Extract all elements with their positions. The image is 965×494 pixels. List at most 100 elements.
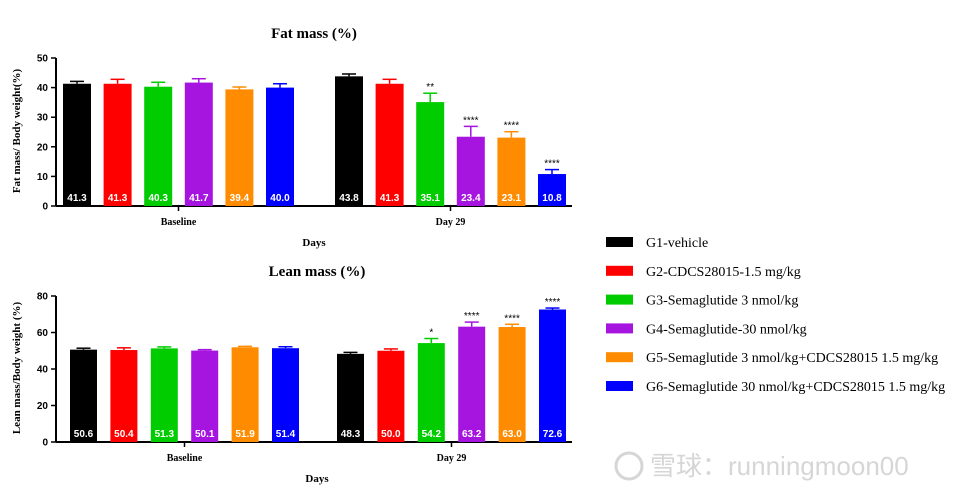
y-tick-label: 80	[37, 292, 49, 303]
lean-mass-chart: Lean mass (%) Lean mass/Body weight (%) …	[11, 264, 572, 485]
bar-value-label: 35.1	[420, 193, 440, 204]
bar-g2	[110, 350, 138, 442]
bar-g4	[191, 350, 219, 442]
y-tick-label: 20	[37, 142, 49, 153]
significance-label: *	[429, 328, 433, 339]
significance-label: ****	[504, 121, 520, 132]
y-axis-title: Fat mass/ Body weight(%)	[11, 68, 23, 193]
bar-value-label: 63.0	[502, 429, 522, 440]
bar-g6	[272, 348, 299, 442]
bar-value-label: 41.3	[67, 193, 87, 204]
watermark-text: 雪球：runningmoon00	[650, 451, 909, 481]
significance-label: ****	[544, 159, 560, 170]
bar-g3	[417, 343, 445, 442]
bar-g1	[70, 349, 97, 442]
bar-g5	[225, 89, 254, 206]
bar-g4	[184, 82, 213, 206]
x-axis-title: Days	[302, 237, 326, 249]
legend-label: G6-Semaglutide 30 nmol/kg+CDCS28015 1.5 …	[646, 380, 945, 395]
significance-label: ****	[545, 297, 561, 308]
y-tick-label: 0	[42, 438, 48, 449]
bar-value-label: 51.3	[155, 429, 175, 440]
y-axis-title: Lean mass/Body weight (%)	[11, 302, 23, 435]
bar-value-label: 41.7	[189, 193, 209, 204]
watermark: 雪球：runningmoon00	[614, 451, 909, 481]
y-tick-label: 20	[37, 401, 49, 412]
significance-label: ****	[504, 313, 520, 324]
bar-g1	[337, 353, 364, 442]
x-group-label: Day 29	[437, 453, 467, 464]
bar-value-label: 39.4	[230, 193, 250, 204]
fat-mass-chart: Fat mass (%) Fat mass/ Body weight(%) Da…	[11, 26, 572, 249]
bar-value-label: 50.1	[195, 429, 215, 440]
axes: 0 10 20 30 40 50 Baseline Day 29	[37, 54, 572, 228]
x-axis-title: Days	[305, 473, 329, 485]
bar-g6	[266, 87, 294, 206]
legend-swatch-g1	[606, 237, 633, 247]
bar-g2	[377, 350, 405, 442]
bar-value-label: 23.4	[461, 193, 481, 204]
bar-value-label: 43.8	[339, 193, 359, 204]
watermark-logo-icon	[614, 451, 644, 481]
y-tick-label: 50	[37, 54, 49, 65]
bars: 41.3 41.3 40.3 41.7 39.4 40.0 43.8 41.3 35.1 ** 23…	[63, 73, 566, 207]
y-tick-label: 0	[42, 202, 48, 213]
y-tick-label: 40	[37, 365, 49, 376]
bar-value-label: 50.0	[381, 429, 401, 440]
bar-g5	[231, 347, 259, 442]
bar-g6	[539, 309, 566, 442]
y-tick-label: 10	[37, 172, 49, 183]
legend-swatch-g6	[606, 381, 633, 391]
bar-g3	[416, 102, 445, 206]
bar-value-label: 72.6	[543, 429, 563, 440]
bar-g5	[498, 327, 526, 442]
bar-value-label: 50.4	[114, 429, 134, 440]
bar-g1	[63, 83, 91, 206]
significance-label: ****	[463, 115, 479, 126]
legend-label: G2-CDCS28015-1.5 mg/kg	[646, 265, 801, 280]
bar-g1	[335, 76, 363, 207]
significance-label: ****	[464, 311, 480, 322]
legend-label: G5-Semaglutide 3 nmol/kg+CDCS28015 1.5 m…	[646, 351, 938, 366]
bar-value-label: 40.0	[270, 193, 290, 204]
y-tick-label: 60	[37, 328, 49, 339]
bar-g2	[103, 83, 132, 206]
significance-label: **	[426, 82, 434, 93]
bar-value-label: 51.4	[276, 429, 296, 440]
bar-g3	[144, 86, 173, 206]
bar-g5	[497, 137, 526, 206]
bar-value-label: 40.3	[148, 193, 168, 204]
bar-value-label: 63.2	[462, 429, 482, 440]
legend-swatch-g2	[606, 265, 633, 276]
legend: G1-vehicle G2-CDCS28015-1.5 mg/kg G3-Semag…	[606, 236, 945, 395]
bar-value-label: 41.3	[380, 193, 400, 204]
axes: 0 20 40 60 80 Baseline Day 29	[37, 292, 572, 464]
legend-label: G1-vehicle	[646, 236, 708, 251]
bar-g6	[538, 174, 566, 206]
bar-value-label: 10.8	[542, 193, 562, 204]
legend-label: G4-Semaglutide-30 nmol/kg	[646, 322, 807, 337]
x-group-label: Day 29	[436, 217, 466, 228]
bar-value-label: 23.1	[502, 193, 522, 204]
y-tick-label: 30	[37, 113, 49, 124]
bar-g2	[375, 83, 404, 206]
bar-g4	[458, 326, 486, 442]
chart-title: Lean mass (%)	[269, 264, 366, 280]
legend-swatch-g5	[606, 352, 633, 363]
x-group-label: Baseline	[161, 217, 197, 228]
legend-label: G3-Semaglutide 3 nmol/kg	[646, 294, 798, 309]
y-tick-label: 40	[37, 83, 49, 94]
bar-g3	[150, 348, 178, 442]
bars: 50.6 50.4 51.3 50.1 51.9 51.4 48.3 50.0 54.2 * 63.…	[70, 297, 566, 442]
bar-value-label: 51.9	[235, 429, 255, 440]
legend-swatch-g4	[606, 323, 633, 334]
bar-value-label: 50.6	[74, 429, 94, 440]
legend-swatch-g3	[606, 294, 633, 305]
chart-title: Fat mass (%)	[271, 26, 357, 42]
bar-g4	[456, 136, 485, 206]
bar-value-label: 54.2	[422, 429, 442, 440]
bar-value-label: 48.3	[341, 429, 361, 440]
bar-value-label: 41.3	[108, 193, 128, 204]
x-group-label: Baseline	[167, 453, 203, 464]
